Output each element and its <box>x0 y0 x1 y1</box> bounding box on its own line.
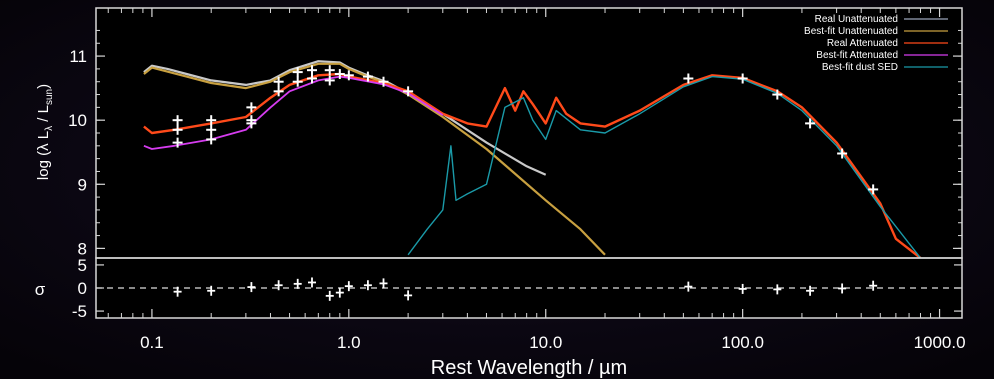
residual-point <box>307 277 316 288</box>
x-tick-label: 100.0 <box>721 333 764 352</box>
photometry-point <box>334 69 345 80</box>
photometry-points <box>172 65 879 195</box>
photometry-point <box>837 148 848 159</box>
photometry-point <box>246 118 257 129</box>
photometry-point <box>772 89 783 100</box>
residual-point <box>838 283 847 294</box>
residual-point <box>207 285 216 296</box>
residual-point <box>738 283 747 294</box>
series-line-best-fit-dust-sed <box>407 75 922 258</box>
photometry-point <box>292 76 303 87</box>
residual-point <box>869 280 878 291</box>
photometry-point <box>172 124 183 135</box>
photometry-point <box>343 70 354 81</box>
axes: 0.1 1.0 10.0 100.0 1000.0 8 9 10 11 5 0 -5 <box>68 8 966 352</box>
y-tick-label: 10 <box>68 111 87 130</box>
photometry-point <box>206 134 217 145</box>
y-axis-label-part3: ) <box>35 84 52 89</box>
photometry-point <box>324 75 335 86</box>
y-tick-label: 8 <box>78 239 87 258</box>
residual-y-tick-label: -5 <box>72 302 87 321</box>
residual-y-tick-label: 5 <box>78 256 87 275</box>
legend-label-real-unattenuated: Real Unattenuated <box>815 14 898 25</box>
series-line-best-fit-unattenuated <box>143 62 606 256</box>
residual-point <box>247 282 256 293</box>
series-line-real-unattenuated <box>143 60 547 176</box>
residual-point <box>335 287 344 298</box>
photometry-point <box>737 73 748 84</box>
photometry-point <box>206 115 217 126</box>
photometry-point <box>273 86 284 97</box>
residual-point <box>293 278 302 289</box>
residual-point <box>344 281 353 292</box>
x-tick-label: 0.1 <box>140 333 164 352</box>
photometry-point <box>683 73 694 84</box>
y-axis-label-sub1: λ <box>44 126 55 131</box>
y-tick-label: 11 <box>69 47 87 66</box>
legend-label-best-fit-attenuated: Best-fit Attenuated <box>816 50 898 61</box>
x-tick-label: 1000.0 <box>914 333 966 352</box>
photometry-point <box>362 71 373 82</box>
y-axis-label-part1: log (λ L <box>35 131 52 180</box>
photometry-point <box>206 124 217 135</box>
photometry-point <box>273 76 284 87</box>
residual-point <box>363 280 372 291</box>
residual-point <box>806 285 815 296</box>
x-tick-label: 10.0 <box>529 333 562 352</box>
residual-y-tick-label: 0 <box>78 279 87 298</box>
plot-background <box>96 8 962 318</box>
y-axis-label-sub2: sun <box>44 89 55 105</box>
residual-point <box>684 281 693 292</box>
legend-label-best-fit-dust-sed: Best-fit dust SED <box>822 62 898 73</box>
residual-y-label: σ <box>35 280 46 299</box>
photometry-point <box>868 184 879 195</box>
x-tick-label: 1.0 <box>337 333 361 352</box>
photometry-point <box>805 118 816 129</box>
residual-point <box>773 284 782 295</box>
x-axis-label: Rest Wavelength / µm <box>431 357 627 379</box>
residual-point <box>325 290 334 301</box>
legend: Real Unattenuated Best-fit Unattenuated … <box>804 14 948 73</box>
y-tick-label: 9 <box>78 175 87 194</box>
photometry-point <box>172 137 183 148</box>
y-axis-label: log (λ Lλ / Lsun) <box>35 84 55 180</box>
residual-point <box>274 280 283 291</box>
residual-panel <box>96 277 962 301</box>
residual-point <box>173 286 182 297</box>
y-axis-label-part2: / L <box>35 105 52 126</box>
photometry-point <box>172 115 183 126</box>
photometry-point <box>306 73 317 84</box>
residual-point <box>404 290 413 301</box>
photometry-point <box>403 86 414 97</box>
photometry-point <box>246 102 257 113</box>
photometry-point <box>292 67 303 78</box>
legend-label-best-fit-unattenuated: Best-fit Unattenuated <box>804 26 898 37</box>
photometry-point <box>378 76 389 87</box>
legend-label-real-attenuated: Real Attenuated <box>827 38 898 49</box>
residual-point <box>379 278 388 289</box>
photometry-point <box>324 65 335 76</box>
